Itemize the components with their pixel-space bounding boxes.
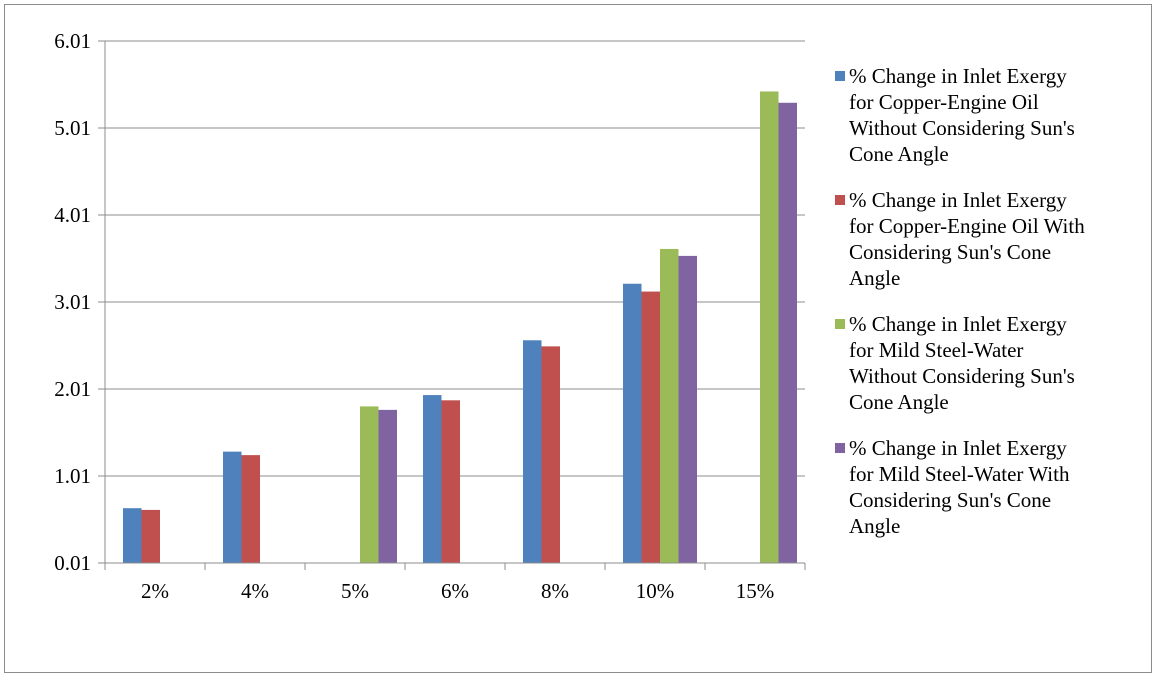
tick-labels: 6.01 5.01 4.01 3.01 2.01 1.01 0.01 2% 4% 5% 6% 8% 10… — [54, 29, 774, 603]
axes — [98, 40, 806, 570]
legend-swatch — [835, 71, 845, 81]
y-tick-label: 1.01 — [54, 464, 91, 488]
x-tick-label: 5% — [341, 579, 369, 603]
legend-label: % Change in Inlet Exergy for Mild Steel-… — [849, 312, 1075, 414]
x-tick-label: 15% — [736, 579, 775, 603]
legend-item: % Change in Inlet Exergy for Mild Steel-… — [835, 435, 1157, 539]
x-tick-label: 10% — [636, 579, 675, 603]
bar — [760, 91, 779, 564]
bar — [523, 340, 542, 563]
legend-label: % Change in Inlet Exergy for Copper-Engi… — [849, 64, 1075, 166]
legend-swatch — [835, 443, 845, 453]
y-tick-label: 0.01 — [54, 551, 91, 575]
bar — [360, 406, 379, 563]
y-tick-label: 2.01 — [54, 377, 91, 401]
bar — [778, 102, 797, 564]
bar — [541, 346, 560, 563]
y-tick-label: 6.01 — [54, 29, 91, 53]
legend-item: % Change in Inlet Exergy for Mild Steel-… — [835, 311, 1157, 415]
legend: % Change in Inlet Exergy for Copper-Engi… — [835, 63, 1157, 559]
bar — [660, 248, 679, 563]
legend-label: % Change in Inlet Exergy for Mild Steel-… — [849, 436, 1070, 538]
legend-item: % Change in Inlet Exergy for Copper-Engi… — [835, 187, 1157, 291]
bar — [423, 395, 442, 563]
x-tick-label: 4% — [241, 579, 269, 603]
bar — [141, 509, 160, 563]
legend-swatch — [835, 195, 845, 205]
bar — [223, 451, 242, 563]
bar — [123, 508, 142, 563]
y-tick-label: 4.01 — [54, 203, 91, 227]
bar-chart: 6.01 5.01 4.01 3.01 2.01 1.01 0.01 2% 4% 5% 6% 8% 10… — [54, 29, 806, 603]
bar — [678, 255, 697, 563]
legend-swatch — [835, 319, 845, 329]
legend-item: % Change in Inlet Exergy for Copper-Engi… — [835, 63, 1157, 167]
chart-frame: 6.01 5.01 4.01 3.01 2.01 1.01 0.01 2% 4% 5% 6% 8% 10… — [4, 4, 1152, 673]
bar — [623, 283, 642, 563]
y-tick-label: 5.01 — [54, 116, 91, 140]
x-tick-label: 8% — [541, 579, 569, 603]
x-tick-label: 2% — [141, 579, 169, 603]
x-tick-label: 6% — [441, 579, 469, 603]
bar — [378, 409, 397, 563]
y-tick-label: 3.01 — [54, 290, 91, 314]
legend-label: % Change in Inlet Exergy for Copper-Engi… — [849, 188, 1085, 290]
bar — [241, 455, 260, 563]
bars — [123, 91, 797, 564]
bar — [641, 291, 660, 563]
bar — [441, 400, 460, 563]
